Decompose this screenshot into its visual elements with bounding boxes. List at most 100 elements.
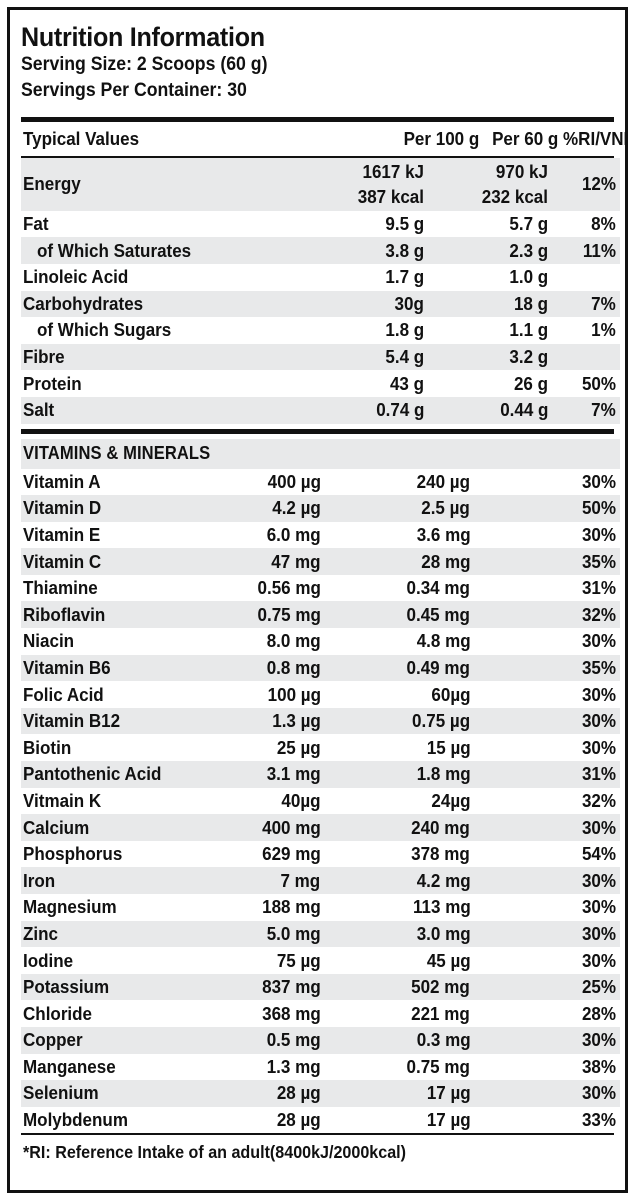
serving-size-text: Serving Size: 2 Scoops (60 g) — [21, 54, 268, 76]
nutrient-name: Thiamine — [23, 577, 98, 599]
value-per-100g: 8.0 mg — [266, 630, 321, 652]
table-row: Selenium 28 µg 17 µg 30% — [21, 1080, 620, 1107]
value-per-100g: 75 µg — [276, 949, 321, 971]
table-row: Linoleic Acid 1.7 g 1.0 g — [21, 264, 620, 291]
value-per-60g: 1.0 g — [509, 266, 548, 288]
nutrient-name: Linoleic Acid — [23, 266, 129, 288]
reference-intake-footnote: *RI: Reference Intake of an adult(8400kJ… — [23, 1142, 407, 1163]
value-ri-percent: 30% — [581, 683, 616, 705]
header-rule-top — [21, 116, 614, 122]
value-per-60g: 0.75 mg — [406, 1055, 471, 1077]
table-row: Vitamin D 4.2 µg 2.5 µg 50% — [21, 495, 620, 522]
table-row: Chloride 368 mg 221 mg 28% — [21, 1000, 620, 1027]
value-per-100g: 4.2 µg — [271, 497, 321, 519]
nutrient-name: Manganese — [23, 1055, 116, 1077]
table-row: Vitamin E 6.0 mg 3.6 mg 30% — [21, 522, 620, 549]
value-ri-percent: 50% — [581, 372, 616, 394]
value-per-60g: 1.8 mg — [416, 763, 471, 785]
value-per-60g: 3.6 mg — [416, 524, 471, 545]
value-per-60g: 0.45 mg — [406, 603, 471, 625]
nutrient-name: Vitamin B6 — [23, 656, 111, 678]
value-per-60g: 502 mg — [411, 976, 471, 998]
nutrient-name: Folic Acid — [23, 683, 104, 705]
nutrient-name: Protein — [23, 372, 82, 394]
value-per-100g: 5.0 mg — [266, 922, 321, 944]
value-ri-percent: 35% — [581, 550, 616, 572]
nutrient-name: Vitamin C — [23, 550, 102, 572]
value-per-60g: 5.7 g — [509, 213, 548, 235]
nutrient-name: Energy — [23, 173, 81, 195]
table-row: Protein 43 g 26 g 50% — [21, 370, 620, 397]
vitamins-minerals-table: VITAMINS & MINERALS Vitamin A 400 µg 240 µg… — [21, 438, 620, 1134]
nutrient-name: Magnesium — [23, 896, 117, 918]
value-ri-percent: 12% — [581, 173, 616, 195]
value-ri-percent: 50% — [581, 497, 616, 519]
value-per-60g: 26 g — [513, 372, 548, 394]
value-per-60g: 0.44 g — [499, 399, 548, 421]
table-row: Vitamin B12 1.3 µg 0.75 µg 30% — [21, 707, 620, 735]
table-row: Phosphorus 629 mg 378 mg 54% — [21, 841, 620, 868]
column-header-per-60g-ri: Per 60 g %RI/VNR* — [492, 127, 628, 149]
table-row: Biotin 25 µg 15 µg 30% — [21, 734, 620, 761]
value-ri-percent: 35% — [581, 656, 616, 678]
nutrient-name: of Which Saturates — [37, 239, 192, 261]
value-ri-percent — [548, 264, 620, 291]
table-row: Iron 7 mg 4.2 mg 30% — [21, 867, 620, 895]
value-per-60g: 0.49 mg — [406, 656, 471, 678]
heading-block: Nutrition Information Serving Size: 2 Sc… — [10, 10, 625, 111]
value-per-60g: 17 µg — [426, 1082, 471, 1104]
nutrient-name: Riboflavin — [23, 603, 106, 625]
value-per-100g: 7 mg — [280, 869, 321, 891]
value-ri-percent: 30% — [581, 1082, 616, 1104]
table-row: Copper 0.5 mg 0.3 mg 30% — [21, 1026, 620, 1054]
value-per-100g: 9.5 g — [385, 213, 424, 235]
value-per-100g: 1.8 g — [385, 319, 424, 341]
table-row: Vitamin B6 0.8 mg 0.49 mg 35% — [21, 654, 620, 682]
value-per-60g: 28 mg — [421, 550, 471, 572]
value-per-100g: 1617 kJ 387 kcal — [357, 160, 424, 208]
value-per-100g: 5.4 g — [385, 346, 424, 368]
nutrient-name: Vitamin E — [23, 524, 101, 545]
value-ri-percent: 32% — [581, 789, 616, 811]
table-row: Fat 9.5 g 5.7 g 8% — [21, 211, 620, 238]
nutrient-name: Calcium — [23, 816, 90, 838]
value-per-60g: 2.5 µg — [421, 497, 471, 519]
value-ri-percent: 31% — [581, 763, 616, 785]
header-rule-bottom — [21, 155, 614, 158]
value-ri-percent: 7% — [591, 399, 616, 421]
value-per-60g: 15 µg — [426, 736, 471, 758]
value-per-100g: 1.3 mg — [266, 1055, 321, 1077]
value-per-60g: 45 µg — [426, 949, 471, 971]
nutrient-name: Biotin — [23, 736, 72, 758]
table-row: Energy 1617 kJ 387 kcal 970 kJ 232 kcal 12% — [21, 157, 620, 211]
column-header-table: Typical Values Per 100 g Per 60 g %RI/VN… — [21, 122, 628, 156]
value-per-60g: 4.2 mg — [416, 869, 471, 891]
value-per-100g: 0.75 mg — [257, 603, 321, 625]
value-ri-percent: 30% — [581, 630, 616, 652]
value-ri-percent: 38% — [581, 1055, 616, 1077]
value-per-100g: 837 mg — [261, 976, 321, 998]
value-per-100g: 28 µg — [276, 1082, 321, 1104]
value-ri-percent: 30% — [581, 922, 616, 944]
nutrient-name: Selenium — [23, 1082, 99, 1104]
value-ri-percent: 30% — [581, 816, 616, 838]
section-header-row: VITAMINS & MINERALS — [21, 438, 620, 469]
value-per-100g: 43 g — [389, 372, 424, 394]
table-row: Vitamin A 400 µg 240 µg 30% — [21, 469, 620, 496]
value-per-60g: 24µg — [431, 789, 471, 811]
value-per-100g: 40µg — [281, 789, 321, 811]
nutrient-name: Iron — [23, 869, 56, 891]
nutrient-name: Zinc — [23, 922, 58, 944]
table-row: Niacin 8.0 mg 4.8 mg 30% — [21, 628, 620, 655]
value-per-60g: 221 mg — [411, 1002, 471, 1024]
column-header-typical-values: Typical Values — [23, 127, 140, 149]
table-row: Zinc 5.0 mg 3.0 mg 30% — [21, 920, 620, 948]
value-ri-percent: 25% — [581, 976, 616, 998]
value-ri-percent: 31% — [581, 577, 616, 599]
table-row: Salt 0.74 g 0.44 g 7% — [21, 396, 620, 424]
value-per-100g: 30g — [394, 292, 424, 314]
table-row: Fibre 5.4 g 3.2 g — [21, 343, 620, 371]
value-ri-percent: 30% — [581, 524, 616, 545]
value-per-100g: 25 µg — [276, 736, 321, 758]
nutrient-name: Niacin — [23, 630, 75, 652]
